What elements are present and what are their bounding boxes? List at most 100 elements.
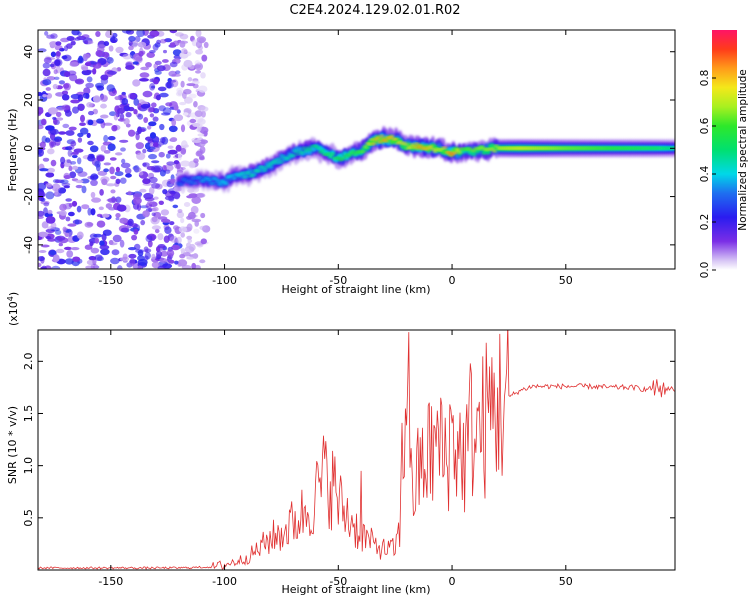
noise-speckle bbox=[108, 45, 114, 52]
noise-speckle bbox=[186, 223, 193, 232]
noise-speckle bbox=[38, 215, 44, 219]
noise-speckle bbox=[46, 236, 52, 240]
noise-speckle bbox=[96, 155, 105, 162]
noise-speckle bbox=[151, 253, 156, 260]
noise-speckle bbox=[106, 183, 116, 187]
noise-speckle bbox=[116, 204, 127, 212]
noise-speckle bbox=[192, 253, 199, 259]
spectrogram-image bbox=[38, 30, 675, 269]
noise-speckle bbox=[43, 202, 50, 207]
noise-speckle bbox=[176, 211, 185, 219]
snr-xlabel: Height of straight line (km) bbox=[281, 583, 430, 596]
noise-speckle bbox=[100, 103, 107, 109]
noise-speckle bbox=[47, 226, 56, 230]
ridge-cell bbox=[192, 182, 198, 185]
noise-speckle bbox=[92, 68, 97, 75]
noise-speckle bbox=[169, 30, 177, 34]
noise-speckle bbox=[157, 86, 167, 92]
noise-speckle bbox=[176, 166, 184, 174]
noise-speckle bbox=[200, 72, 206, 79]
noise-speckle bbox=[176, 87, 184, 94]
ridge-cell bbox=[266, 164, 272, 167]
noise-speckle bbox=[55, 92, 65, 97]
snr-xtick-label: -150 bbox=[98, 575, 123, 588]
noise-speckle bbox=[137, 103, 142, 111]
noise-speckle bbox=[151, 216, 158, 223]
noise-speckle bbox=[133, 165, 140, 173]
noise-speckle bbox=[38, 91, 43, 97]
noise-speckle bbox=[170, 178, 175, 185]
snr-frame bbox=[37, 329, 676, 571]
ridge-cell bbox=[407, 146, 413, 149]
ridge-cell bbox=[276, 158, 282, 161]
noise-speckle bbox=[100, 248, 110, 256]
noise-speckle bbox=[45, 92, 53, 99]
noise-speckle bbox=[147, 200, 153, 205]
noise-speckle bbox=[113, 112, 119, 121]
noise-speckle bbox=[53, 76, 60, 81]
noise-speckle bbox=[58, 80, 65, 85]
noise-speckle bbox=[153, 196, 159, 200]
noise-speckle bbox=[77, 57, 84, 64]
ridge-cell bbox=[311, 147, 317, 152]
noise-speckle bbox=[180, 147, 187, 155]
noise-speckle bbox=[168, 259, 175, 264]
noise-speckle bbox=[65, 216, 71, 222]
noise-speckle bbox=[139, 72, 150, 78]
noise-speckle bbox=[171, 73, 181, 77]
noise-speckle bbox=[115, 46, 124, 54]
noise-speckle bbox=[191, 80, 200, 85]
noise-speckle bbox=[70, 161, 77, 165]
noise-speckle bbox=[169, 42, 176, 47]
noise-speckle bbox=[156, 39, 162, 45]
noise-speckle bbox=[59, 210, 67, 216]
ridge-cell bbox=[375, 136, 381, 139]
noise-speckle bbox=[142, 148, 147, 154]
noise-speckle bbox=[197, 118, 206, 125]
noise-speckle bbox=[133, 228, 139, 235]
noise-speckle bbox=[190, 205, 199, 214]
noise-speckle bbox=[62, 226, 67, 232]
noise-speckle bbox=[159, 92, 169, 98]
noise-speckle bbox=[110, 175, 117, 180]
colorbar-tick-label: 0.6 bbox=[699, 117, 711, 134]
noise-speckle bbox=[146, 52, 155, 58]
noise-speckle bbox=[63, 45, 69, 52]
colorbar: 0.0 0.2 0.4 0.6 0.8 Normalized spectral ampl… bbox=[699, 30, 749, 278]
noise-speckle bbox=[194, 264, 201, 269]
noise-speckle bbox=[186, 195, 194, 199]
noise-speckle bbox=[89, 145, 99, 153]
noise-speckle bbox=[165, 102, 173, 107]
noise-speckle bbox=[199, 139, 209, 144]
noise-speckle bbox=[149, 113, 155, 118]
noise-speckle bbox=[55, 248, 65, 254]
noise-speckle bbox=[40, 244, 50, 248]
noise-speckle bbox=[180, 160, 191, 167]
colorbar-tick-label: 0.8 bbox=[699, 70, 711, 87]
noise-speckle bbox=[178, 226, 187, 233]
noise-speckle bbox=[64, 232, 70, 237]
noise-speckle bbox=[66, 36, 75, 41]
noise-speckle bbox=[70, 99, 80, 104]
ridge-cell bbox=[262, 169, 268, 172]
noise-speckle bbox=[133, 109, 138, 115]
noise-speckle bbox=[68, 203, 73, 208]
ridge-cell bbox=[371, 142, 377, 145]
noise-speckle bbox=[61, 55, 68, 60]
noise-speckle bbox=[121, 30, 132, 34]
snr-ytick-label: 1.0 bbox=[22, 457, 35, 475]
noise-speckle bbox=[77, 137, 83, 143]
ridge-cell bbox=[397, 141, 403, 143]
noise-speckle bbox=[60, 156, 66, 165]
noise-speckle bbox=[90, 247, 100, 254]
noise-speckle bbox=[125, 173, 132, 178]
snr-ytick-label: 1.5 bbox=[22, 405, 35, 423]
noise-speckle bbox=[120, 147, 126, 152]
noise-speckle bbox=[120, 227, 129, 233]
noise-speckle bbox=[186, 235, 193, 240]
noise-speckle bbox=[147, 125, 152, 130]
noise-speckle bbox=[58, 242, 63, 247]
noise-speckle bbox=[158, 200, 164, 205]
noise-speckle bbox=[55, 111, 62, 118]
